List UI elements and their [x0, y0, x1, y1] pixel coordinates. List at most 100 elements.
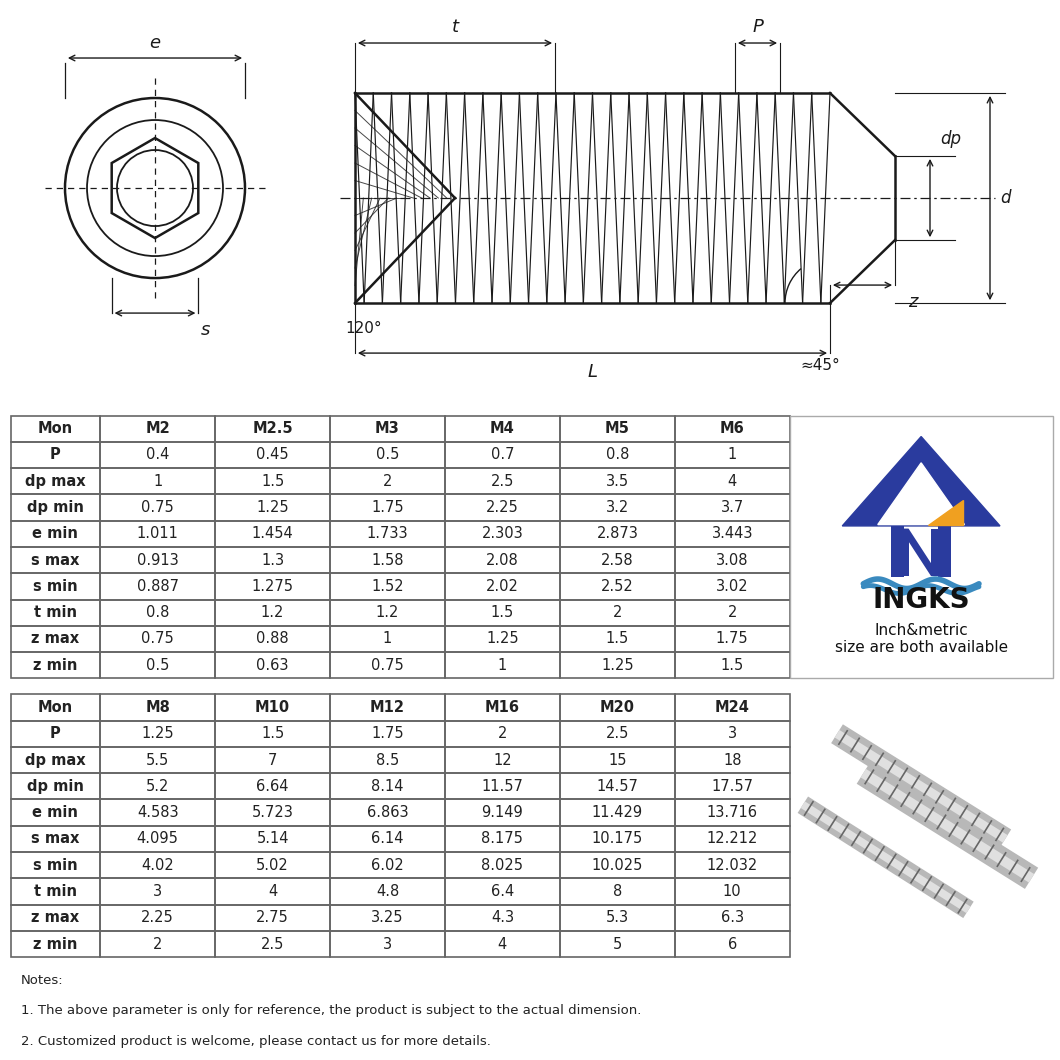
Bar — [11, 747, 101, 773]
Bar — [675, 469, 790, 494]
Bar — [11, 573, 101, 600]
Text: 13.716: 13.716 — [707, 806, 758, 820]
Bar — [11, 625, 101, 652]
Text: 3.25: 3.25 — [371, 911, 404, 925]
Text: e: e — [149, 34, 160, 52]
Text: 7: 7 — [268, 753, 278, 767]
Text: 1.75: 1.75 — [716, 632, 748, 647]
Bar — [330, 547, 445, 573]
Text: 6: 6 — [727, 937, 737, 952]
Bar — [938, 526, 951, 578]
Bar — [675, 494, 790, 520]
Bar — [11, 773, 101, 799]
Text: dp: dp — [940, 130, 961, 148]
Bar — [675, 826, 790, 852]
Bar — [330, 852, 445, 879]
Text: 1.75: 1.75 — [371, 726, 404, 741]
Bar — [11, 547, 101, 573]
Text: 1.5: 1.5 — [491, 605, 514, 620]
Text: 0.63: 0.63 — [257, 658, 288, 673]
Text: M24: M24 — [714, 700, 749, 714]
Bar — [11, 416, 101, 442]
Bar — [215, 573, 330, 600]
Bar — [675, 416, 790, 442]
Bar — [445, 625, 560, 652]
Text: 4: 4 — [268, 884, 278, 899]
Bar — [445, 799, 560, 826]
Text: 0.7: 0.7 — [491, 447, 514, 462]
Bar — [215, 747, 330, 773]
Bar — [330, 931, 445, 957]
Text: s min: s min — [33, 858, 77, 872]
Bar — [215, 652, 330, 678]
Text: M10: M10 — [255, 700, 290, 714]
Text: 5.5: 5.5 — [146, 753, 170, 767]
Text: 5.3: 5.3 — [605, 911, 629, 925]
Text: 2. Customized product is welcome, please contact us for more details.: 2. Customized product is welcome, please… — [21, 1035, 491, 1048]
Bar — [215, 799, 330, 826]
Text: 1.275: 1.275 — [251, 579, 294, 594]
Text: 2: 2 — [727, 605, 737, 620]
Text: 1. The above parameter is only for reference, the product is subject to the actu: 1. The above parameter is only for refer… — [21, 1004, 641, 1018]
Bar — [675, 879, 790, 904]
Text: 15: 15 — [608, 753, 626, 767]
Bar — [101, 573, 215, 600]
Bar — [101, 469, 215, 494]
Bar — [445, 416, 560, 442]
Bar — [101, 694, 215, 721]
Text: Inch&metric
size are both available: Inch&metric size are both available — [834, 623, 1008, 655]
Bar — [215, 442, 330, 469]
Text: 4: 4 — [498, 937, 507, 952]
Text: 3.2: 3.2 — [605, 500, 629, 515]
Text: 2: 2 — [153, 937, 162, 952]
Bar — [560, 469, 675, 494]
Bar — [330, 625, 445, 652]
Bar — [101, 652, 215, 678]
Bar — [101, 625, 215, 652]
Bar — [560, 625, 675, 652]
Text: z max: z max — [32, 632, 80, 647]
Text: 5.2: 5.2 — [146, 779, 170, 794]
Bar — [101, 799, 215, 826]
Text: 18: 18 — [723, 753, 742, 767]
Bar — [900, 529, 908, 576]
Bar — [215, 547, 330, 573]
Text: 2: 2 — [383, 474, 392, 489]
Text: 6.02: 6.02 — [371, 858, 404, 872]
Text: s min: s min — [33, 579, 77, 594]
Text: 0.4: 0.4 — [146, 447, 170, 462]
Bar — [215, 773, 330, 799]
Text: z: z — [907, 293, 917, 311]
Bar — [11, 652, 101, 678]
Bar — [445, 879, 560, 904]
Text: 1.52: 1.52 — [371, 579, 404, 594]
Text: 4.3: 4.3 — [491, 911, 514, 925]
Bar — [931, 529, 939, 576]
Text: Mon: Mon — [38, 421, 73, 436]
Text: 3: 3 — [383, 937, 392, 952]
Bar — [675, 520, 790, 547]
Polygon shape — [843, 437, 1000, 526]
Text: 12.032: 12.032 — [707, 858, 758, 872]
Text: 1.58: 1.58 — [371, 552, 404, 567]
Text: 2.08: 2.08 — [487, 552, 518, 567]
Text: 4.583: 4.583 — [137, 806, 178, 820]
Text: 1.2: 1.2 — [261, 605, 284, 620]
Text: M8: M8 — [145, 700, 170, 714]
Text: 1.733: 1.733 — [367, 527, 408, 542]
Text: 0.5: 0.5 — [376, 447, 400, 462]
Bar — [11, 469, 101, 494]
Text: 0.75: 0.75 — [371, 658, 404, 673]
Text: 3: 3 — [727, 726, 737, 741]
Text: 0.887: 0.887 — [137, 579, 179, 594]
Bar — [215, 721, 330, 747]
Text: z min: z min — [33, 937, 77, 952]
Text: 12.212: 12.212 — [707, 831, 758, 846]
Bar — [330, 469, 445, 494]
Bar — [675, 721, 790, 747]
Text: M20: M20 — [600, 700, 635, 714]
Bar — [215, 625, 330, 652]
Bar — [330, 442, 445, 469]
Text: d: d — [1000, 189, 1010, 207]
Bar — [560, 773, 675, 799]
